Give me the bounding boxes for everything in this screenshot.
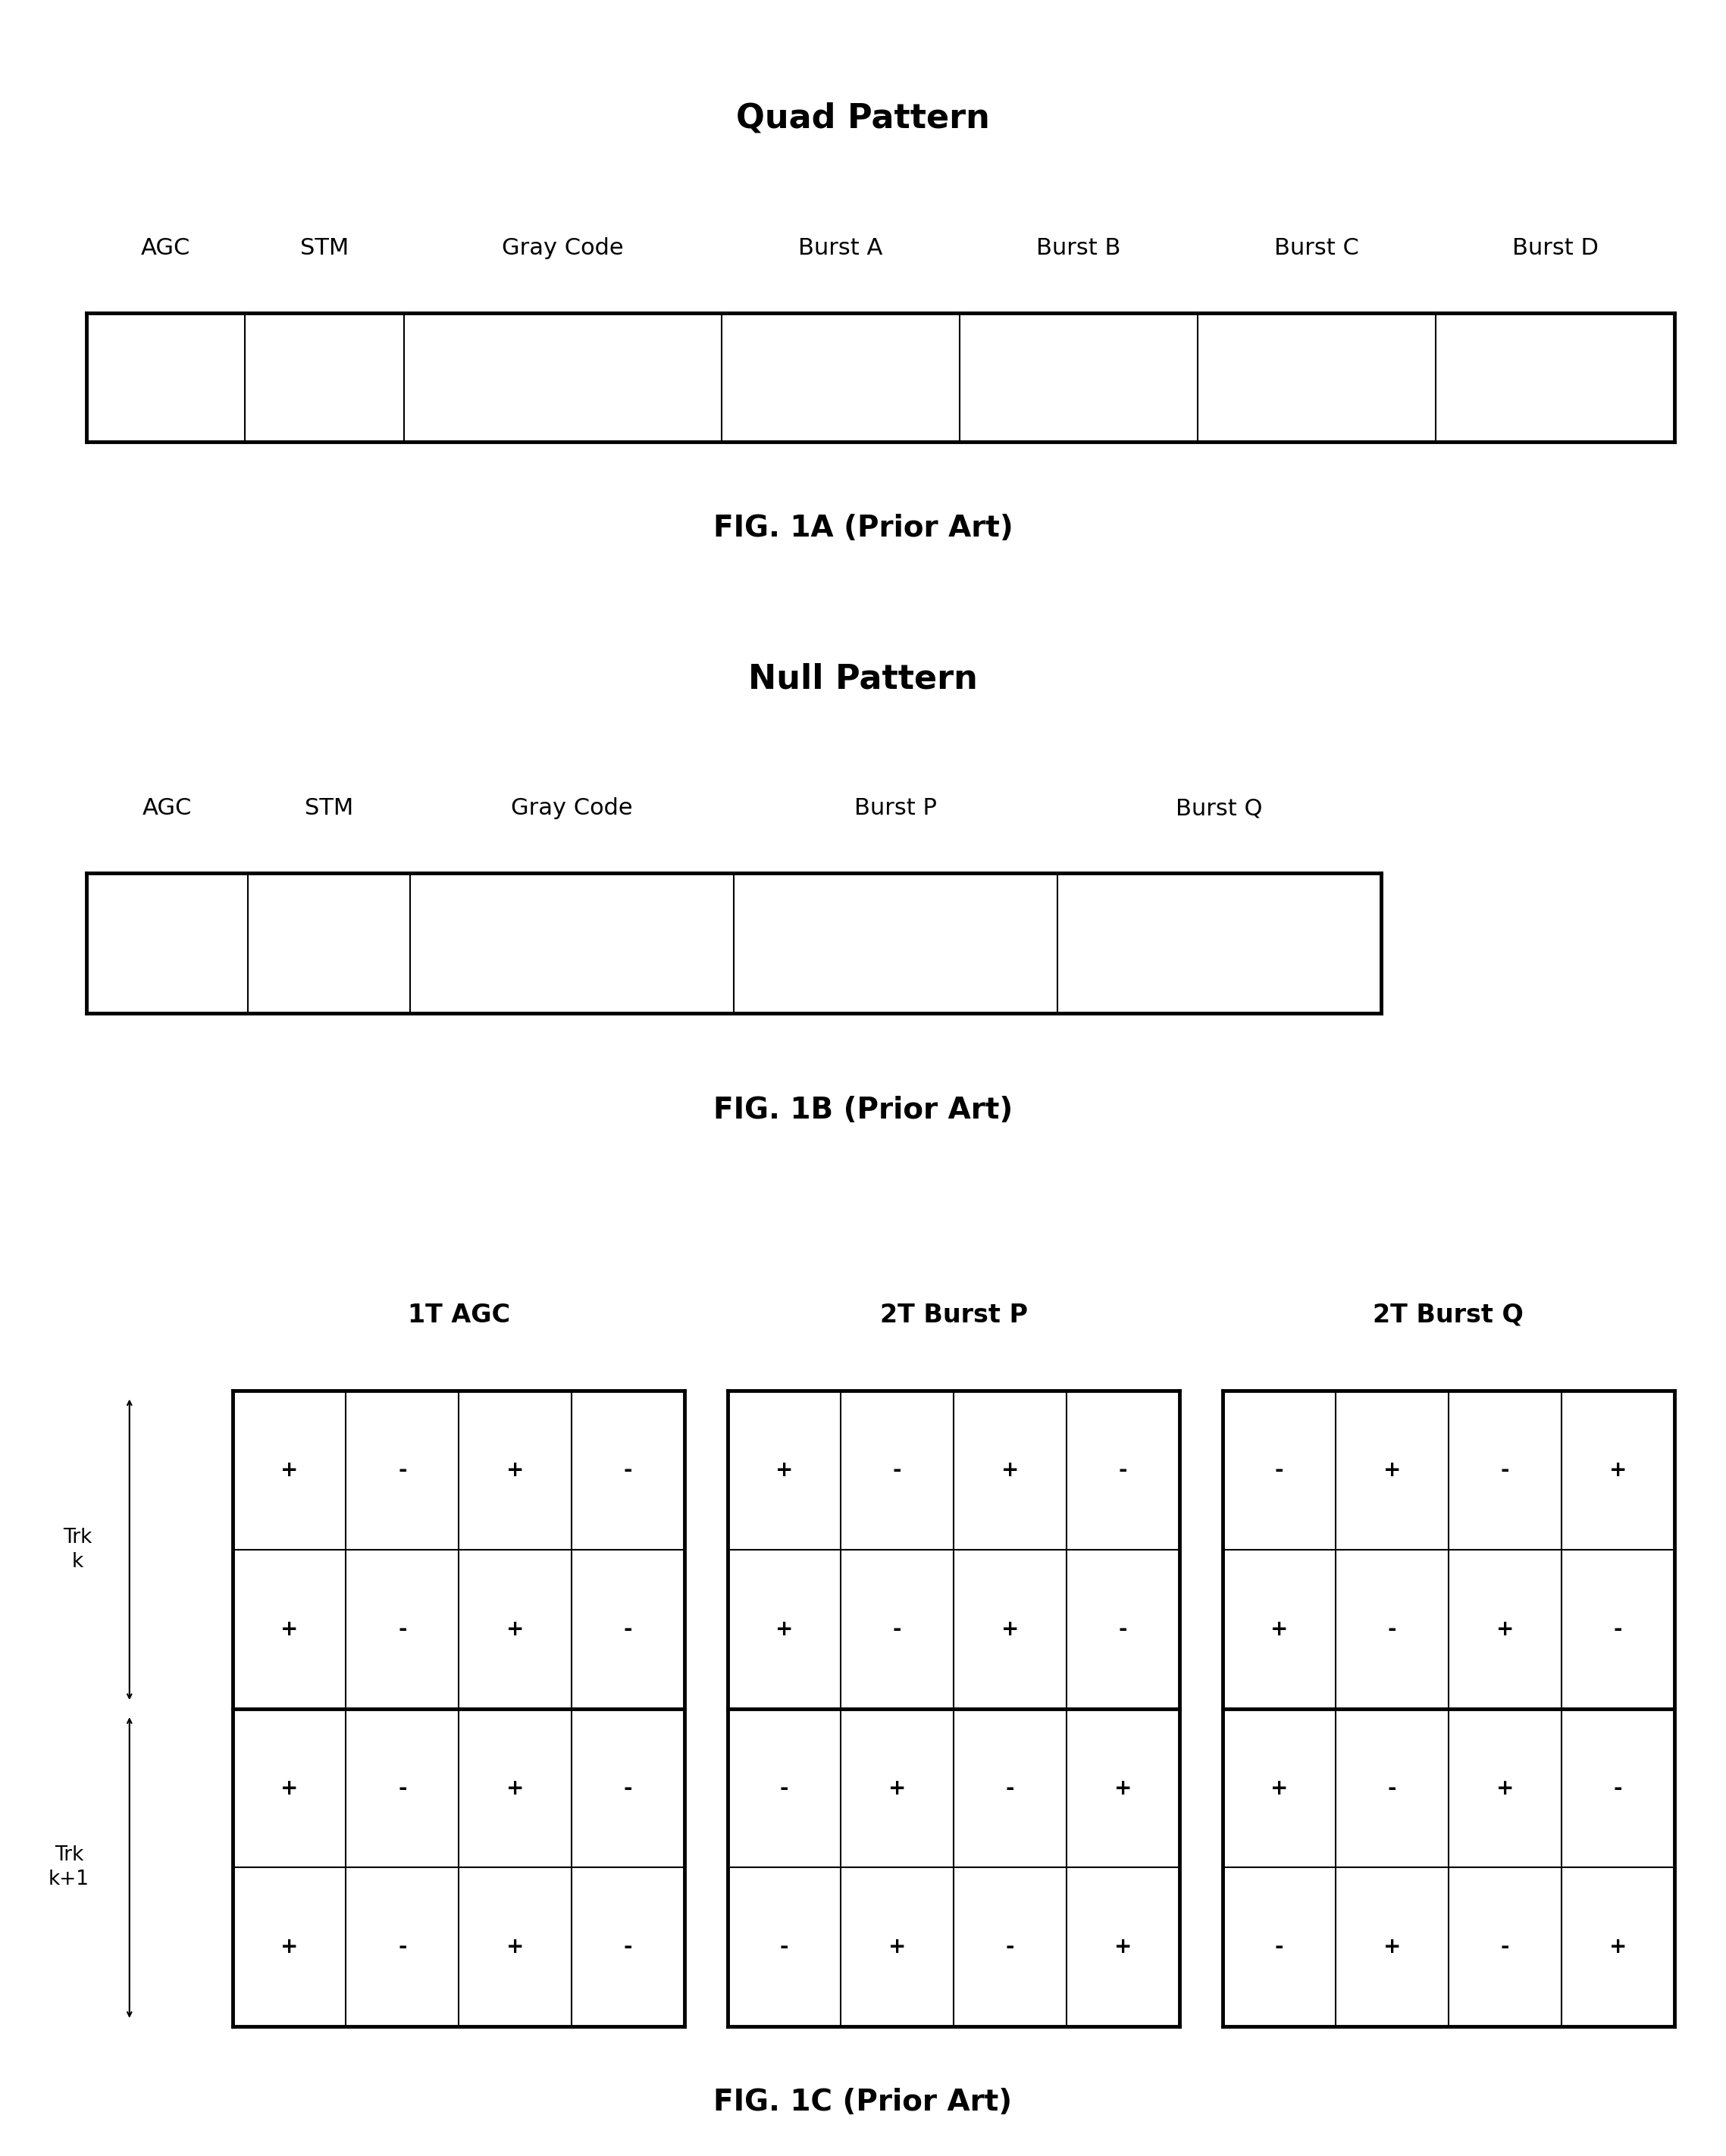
Text: +: +: [506, 1777, 525, 1798]
Text: +: +: [1270, 1619, 1288, 1641]
Text: -: -: [1500, 1936, 1509, 1958]
Text: 2T Burst Q: 2T Burst Q: [1374, 1302, 1524, 1328]
Text: 2T Burst P: 2T Burst P: [880, 1302, 1027, 1328]
Text: -: -: [623, 1619, 632, 1641]
Text: -: -: [623, 1460, 632, 1481]
Text: FIG. 1A (Prior Art): FIG. 1A (Prior Art): [713, 513, 1013, 543]
Text: Burst A: Burst A: [799, 237, 882, 259]
Text: -: -: [892, 1619, 901, 1641]
Text: Quad Pattern: Quad Pattern: [735, 101, 991, 136]
Text: +: +: [775, 1460, 794, 1481]
Text: +: +: [281, 1460, 299, 1481]
Text: -: -: [1614, 1777, 1622, 1798]
Text: +: +: [1001, 1460, 1018, 1481]
Text: FIG. 1B (Prior Art): FIG. 1B (Prior Art): [713, 1095, 1013, 1125]
Text: +: +: [889, 1936, 906, 1958]
Text: +: +: [1496, 1777, 1514, 1798]
Text: +: +: [506, 1460, 525, 1481]
Text: +: +: [1609, 1460, 1626, 1481]
Text: -: -: [1500, 1460, 1509, 1481]
Text: Null Pattern: Null Pattern: [747, 662, 979, 696]
Text: Trk
k+1: Trk k+1: [48, 1846, 90, 1889]
Text: +: +: [1609, 1936, 1626, 1958]
Text: AGC: AGC: [142, 237, 190, 259]
Text: Burst B: Burst B: [1037, 237, 1120, 259]
Text: STM: STM: [306, 798, 354, 819]
Text: -: -: [1614, 1619, 1622, 1641]
Text: +: +: [775, 1619, 794, 1641]
Text: -: -: [399, 1619, 407, 1641]
Text: -: -: [1118, 1460, 1127, 1481]
Text: AGC: AGC: [143, 798, 192, 819]
Text: +: +: [1113, 1936, 1132, 1958]
Text: +: +: [281, 1936, 299, 1958]
Text: -: -: [399, 1936, 407, 1958]
Text: Burst C: Burst C: [1274, 237, 1360, 259]
Text: +: +: [506, 1936, 525, 1958]
Text: -: -: [1118, 1619, 1127, 1641]
Text: +: +: [889, 1777, 906, 1798]
Text: -: -: [1276, 1460, 1284, 1481]
Text: -: -: [1388, 1619, 1396, 1641]
Text: +: +: [1270, 1777, 1288, 1798]
Text: STM: STM: [300, 237, 349, 259]
Text: Burst P: Burst P: [854, 798, 937, 819]
Text: 1T AGC: 1T AGC: [407, 1302, 511, 1328]
Text: -: -: [1006, 1777, 1015, 1798]
Text: +: +: [281, 1777, 299, 1798]
Text: -: -: [1276, 1936, 1284, 1958]
Text: +: +: [1383, 1460, 1402, 1481]
Text: -: -: [780, 1936, 789, 1958]
Text: -: -: [623, 1777, 632, 1798]
Text: +: +: [506, 1619, 525, 1641]
Text: -: -: [399, 1460, 407, 1481]
Text: +: +: [1383, 1936, 1402, 1958]
Text: +: +: [1496, 1619, 1514, 1641]
Text: +: +: [1113, 1777, 1132, 1798]
Text: Burst D: Burst D: [1512, 237, 1598, 259]
Text: +: +: [1001, 1619, 1018, 1641]
Text: -: -: [1388, 1777, 1396, 1798]
Text: -: -: [780, 1777, 789, 1798]
Text: -: -: [399, 1777, 407, 1798]
Text: -: -: [623, 1936, 632, 1958]
Text: +: +: [281, 1619, 299, 1641]
Text: -: -: [892, 1460, 901, 1481]
Text: Gray Code: Gray Code: [511, 798, 633, 819]
Text: Gray Code: Gray Code: [502, 237, 623, 259]
Text: Burst Q: Burst Q: [1175, 798, 1262, 819]
Text: -: -: [1006, 1936, 1015, 1958]
Text: FIG. 1C (Prior Art): FIG. 1C (Prior Art): [713, 2087, 1013, 2117]
Text: Trk
k: Trk k: [64, 1529, 91, 1572]
